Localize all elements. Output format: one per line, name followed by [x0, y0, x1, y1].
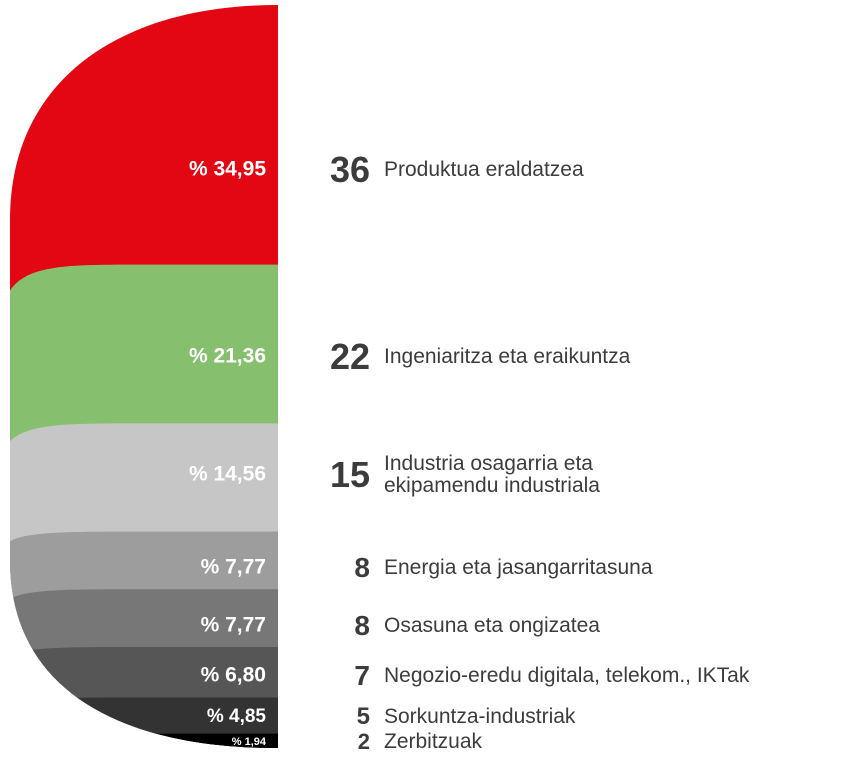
category-name: Produktua eraldatzea	[384, 157, 584, 181]
legend-row: 5 Sorkuntza-industriak	[300, 705, 840, 729]
count: 22	[329, 336, 370, 377]
legend-row: 8 Energia eta jasangarritasuna	[300, 554, 840, 582]
category-name: Energia eta jasangarritasuna	[384, 555, 653, 579]
percent-label: % 7,77	[201, 614, 266, 637]
category-name: Sorkuntza-industriak	[384, 704, 576, 728]
count: 15	[329, 454, 370, 495]
percent-label: % 1,94	[232, 736, 267, 748]
percent-label: % 14,56	[189, 463, 266, 486]
count: 2	[357, 728, 370, 754]
category-name: Osasuna eta ongizatea	[384, 613, 600, 637]
percent-label: % 7,77	[201, 556, 266, 579]
category-name: Industria osagarria eta ekipamendu indus…	[384, 451, 600, 497]
percent-label: % 4,85	[207, 706, 267, 727]
percent-labels: % 34,95 % 21,36 % 14,56 % 7,77 % 7,77 % 6,80%…	[189, 158, 267, 748]
count: 5	[356, 703, 370, 730]
count: 7	[354, 660, 370, 691]
legend-row: 8 Osasuna eta ongizatea	[300, 612, 840, 640]
category-name: Negozio-eredu digitala, telekom., IKTak	[384, 663, 750, 687]
percent-label: % 34,95	[189, 158, 266, 181]
category-name: Zerbitzuak	[384, 729, 483, 753]
category-name: Ingeniaritza eta eraikuntza	[384, 344, 631, 368]
percent-label: % 6,80	[201, 664, 266, 687]
legend-row: 2 Zerbitzuak	[300, 728, 840, 754]
legend-row: 36 Produktua eraldatzea	[300, 152, 840, 188]
legend-row: 22 Ingeniaritza eta eraikuntza	[300, 339, 840, 375]
legend-row: 15 Industria osagarria eta ekipamendu ind…	[300, 451, 840, 497]
percent-label: % 21,36	[189, 345, 266, 368]
legend-row: 7 Negozio-eredu digitala, telekom., IKTak	[300, 662, 840, 690]
count: 8	[354, 552, 370, 583]
count: 8	[354, 610, 370, 641]
count: 36	[329, 149, 370, 190]
segments	[10, 5, 278, 748]
